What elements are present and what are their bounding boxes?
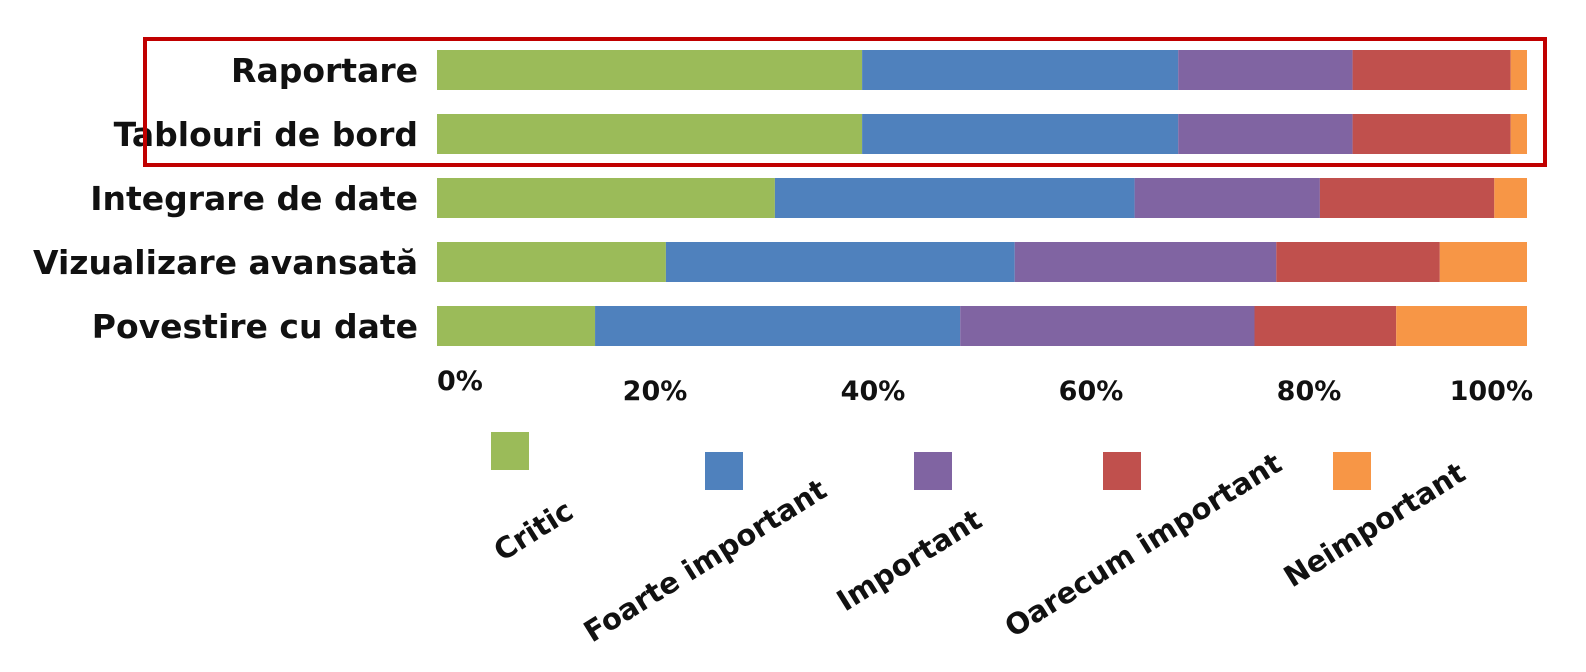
legend-swatch-oarecum-important — [1103, 452, 1141, 490]
legend-swatch-critic — [491, 432, 529, 470]
legend-label-critic: Critic — [488, 493, 579, 568]
bar-tablouri-de-bord-critic — [437, 114, 863, 154]
legend-swatch-foarte-important — [705, 452, 743, 490]
bar-povestire-cu-date-critic — [437, 306, 596, 346]
legend-swatch-important — [914, 452, 952, 490]
bar-povestire-cu-date-oarecum-important — [1254, 306, 1397, 346]
bar-integrare-de-date-foarte-important — [774, 178, 1135, 218]
category-label-tablouri-de-bord: Tablouri de bord — [114, 115, 418, 154]
x-tick-label: 40% — [841, 376, 906, 407]
category-label-raportare: Raportare — [231, 51, 418, 90]
legend-swatch-neimportant — [1333, 452, 1371, 490]
highlight-box — [143, 37, 1547, 167]
bar-raportare-oarecum-important — [1352, 50, 1511, 90]
legend-label-important: Important — [831, 502, 988, 618]
bar-integrare-de-date-neimportant — [1494, 178, 1527, 218]
category-label-integrare-de-date: Integrare de date — [90, 179, 418, 218]
bar-integrare-de-date-important — [1134, 178, 1320, 218]
bar-povestire-cu-date-foarte-important — [595, 306, 961, 346]
bar-vizualizare-avansata-critic — [437, 242, 666, 282]
bar-raportare-neimportant — [1510, 50, 1527, 90]
bar-raportare-critic — [437, 50, 863, 90]
category-label-povestire-cu-date: Povestire cu date — [92, 307, 418, 346]
bar-vizualizare-avansata-foarte-important — [665, 242, 1015, 282]
bar-povestire-cu-date-important — [960, 306, 1255, 346]
bar-integrare-de-date-oarecum-important — [1319, 178, 1495, 218]
legend-label-neimportant: Neimportant — [1278, 455, 1472, 594]
bar-tablouri-de-bord-neimportant — [1510, 114, 1527, 154]
bar-tablouri-de-bord-foarte-important — [862, 114, 1179, 154]
bar-tablouri-de-bord-important — [1178, 114, 1353, 154]
x-tick-label: 0% — [437, 366, 483, 397]
legend-label-oarecum-important: Oarecum important — [999, 446, 1288, 644]
bar-integrare-de-date-critic — [437, 178, 775, 218]
bar-povestire-cu-date-neimportant — [1396, 306, 1527, 346]
x-tick-label: 60% — [1059, 376, 1124, 407]
bar-vizualizare-avansata-neimportant — [1439, 242, 1527, 282]
bar-raportare-important — [1178, 50, 1353, 90]
bar-raportare-foarte-important — [862, 50, 1179, 90]
legend-label-foarte-important: Foarte important — [578, 472, 833, 649]
category-label-vizualizare-avansata: Vizualizare avansată — [33, 243, 418, 282]
bar-vizualizare-avansata-oarecum-important — [1276, 242, 1440, 282]
x-tick-label: 100% — [1450, 376, 1533, 407]
bar-vizualizare-avansata-important — [1014, 242, 1277, 282]
x-tick-label: 80% — [1277, 376, 1342, 407]
bar-tablouri-de-bord-oarecum-important — [1352, 114, 1511, 154]
x-tick-label: 20% — [623, 376, 688, 407]
